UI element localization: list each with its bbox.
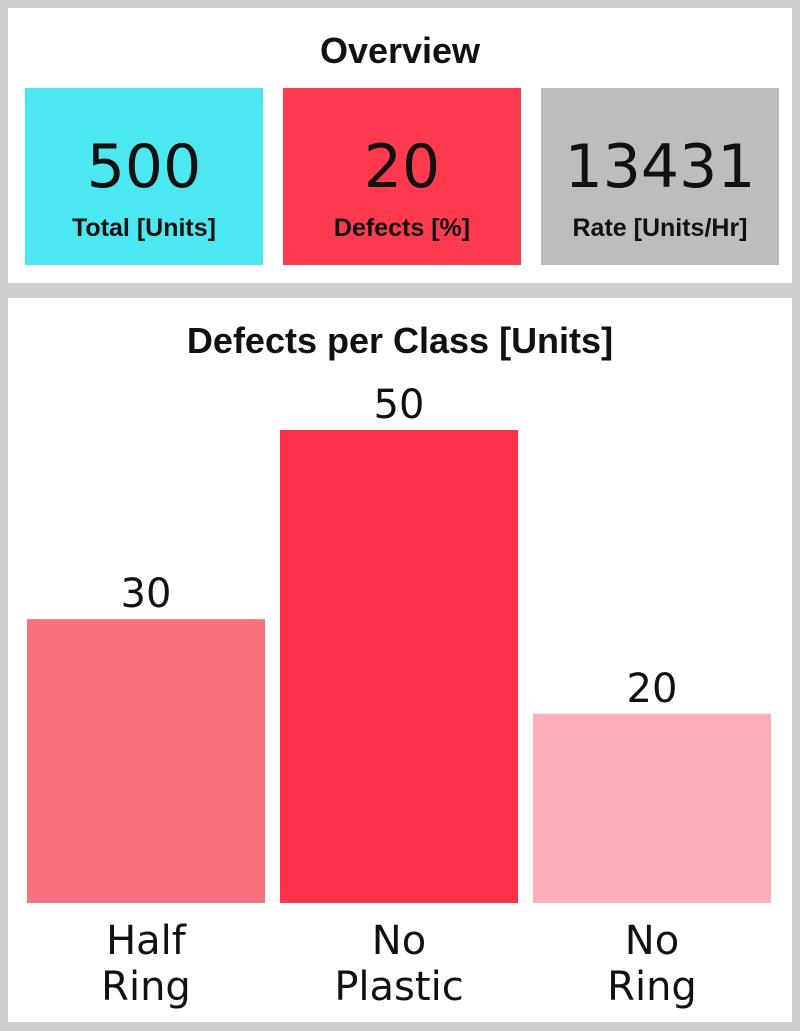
kpi-card: 500 Total [Units] bbox=[25, 88, 263, 265]
kpi-card: 13431 Rate [Units/Hr] bbox=[541, 88, 779, 265]
kpi-card: 20 Defects [%] bbox=[283, 88, 521, 265]
bar bbox=[533, 713, 771, 903]
x-tick-label: Half Ring bbox=[101, 918, 191, 1010]
bar bbox=[280, 430, 518, 903]
value-label: 50 bbox=[374, 382, 425, 428]
overview-panel: Overview 500 Total [Units] 20 Defects [%] 13… bbox=[8, 8, 792, 283]
kpi-value: 20 bbox=[363, 132, 441, 202]
kpi-label: Defects [%] bbox=[333, 214, 471, 242]
chart-title: Defects per Class [Units] bbox=[186, 320, 614, 361]
bar bbox=[27, 619, 265, 903]
x-tick-label: No Plastic bbox=[334, 918, 464, 1010]
kpi-value: 500 bbox=[86, 132, 202, 202]
value-label: 30 bbox=[121, 571, 172, 617]
kpi-value: 13431 bbox=[564, 132, 756, 202]
overview-title: Overview bbox=[319, 30, 481, 71]
kpi-label: Total [Units] bbox=[72, 214, 216, 242]
value-label: 20 bbox=[627, 666, 678, 712]
x-tick-label: No Ring bbox=[607, 918, 697, 1010]
kpi-label: Rate [Units/Hr] bbox=[572, 214, 748, 242]
